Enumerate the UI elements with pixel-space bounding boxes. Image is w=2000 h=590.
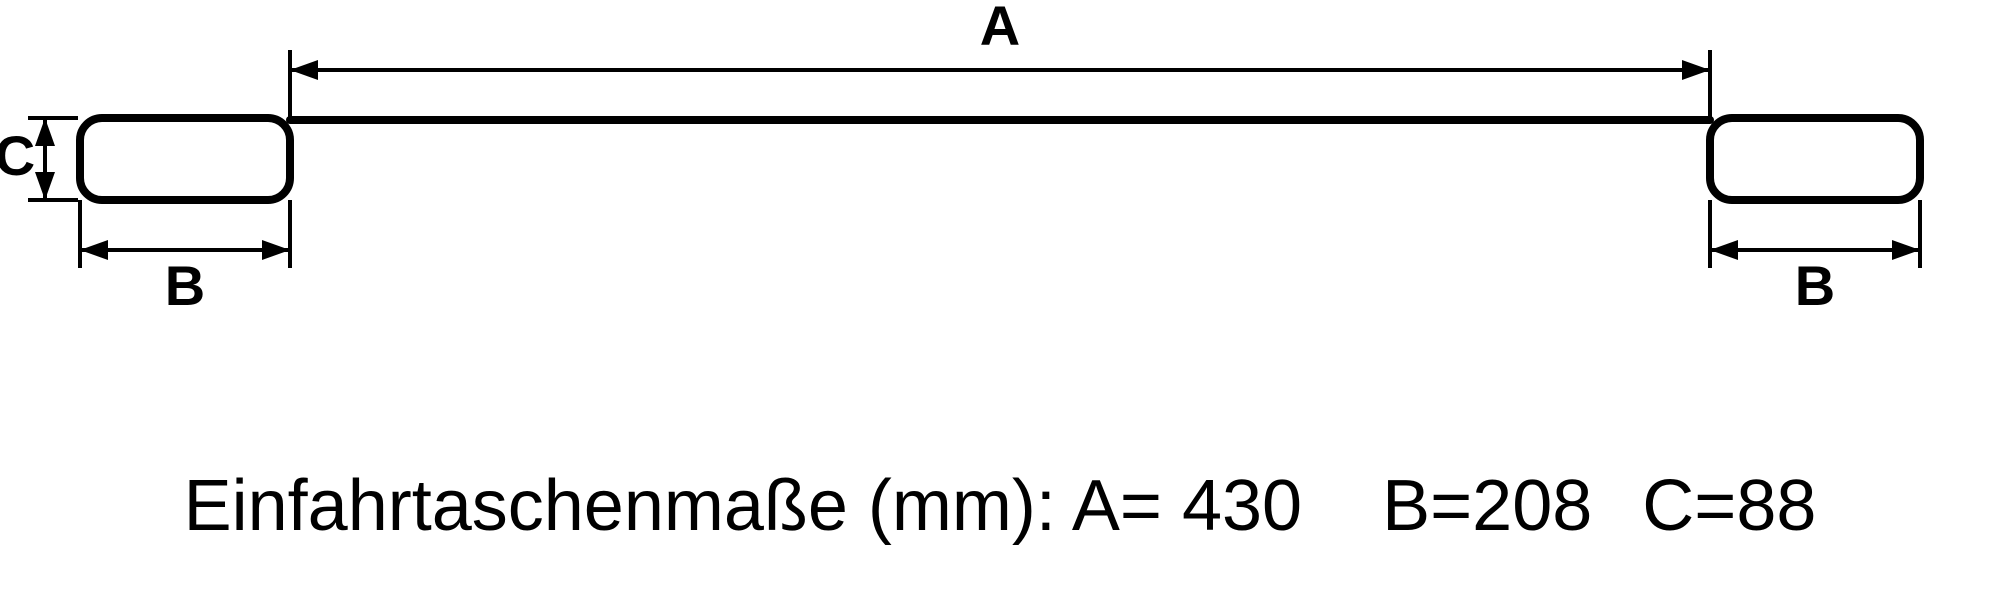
dim-label-b-right: B <box>1795 254 1835 317</box>
dim-label-a: A <box>980 0 1020 57</box>
dim-label-b-left: B <box>165 254 205 317</box>
caption: Einfahrtaschenmaße (mm): A= 430B=208C=88 <box>184 466 1817 546</box>
dim-label-c: C <box>0 124 35 187</box>
